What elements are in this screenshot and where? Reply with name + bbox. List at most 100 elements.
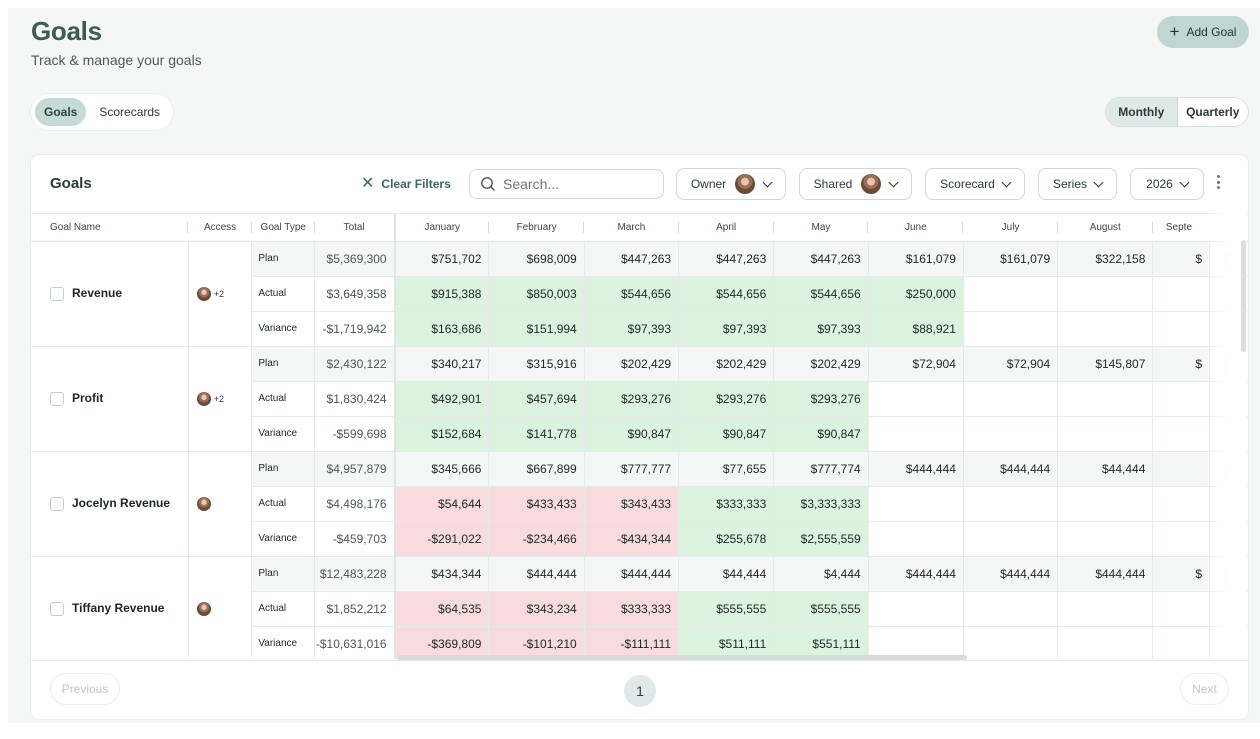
month-value-cell[interactable]: $447,263 [773,241,869,277]
month-value-cell[interactable] [1057,276,1154,312]
month-value-cell[interactable]: $97,393 [678,311,775,347]
month-value-cell[interactable]: $88,921 [868,311,964,347]
month-value-cell[interactable]: $322,158 [1057,241,1154,277]
row-more-icon[interactable] [1225,463,1229,478]
scorecard-filter[interactable]: Scorecard [925,168,1025,200]
month-value-cell[interactable]: $ [1152,346,1211,382]
month-value-cell[interactable] [1057,626,1154,659]
month-value-cell[interactable]: $44,444 [1057,451,1154,487]
month-value-cell[interactable]: $97,393 [773,311,869,347]
month-value-cell[interactable]: $255,678 [678,521,775,557]
month-value-cell[interactable]: $667,899 [488,451,585,487]
tab-scorecards[interactable]: Scorecards [99,105,161,119]
row-checkbox[interactable] [50,391,64,406]
month-value-cell[interactable]: $152,684 [394,416,490,452]
month-value-cell[interactable]: $161,079 [963,241,1059,277]
tab-goals[interactable]: Goals [35,98,87,126]
month-value-cell[interactable]: $544,656 [678,276,775,312]
month-value-cell[interactable]: -$234,466 [488,521,585,557]
month-value-cell[interactable]: $777,774 [773,451,869,487]
month-value-cell[interactable] [1152,311,1211,347]
goal-name[interactable]: Jocelyn Revenue [72,496,171,511]
page-number-button[interactable]: 1 [624,675,656,707]
month-value-cell[interactable]: $333,333 [678,486,775,522]
month-value-cell[interactable]: $72,904 [868,346,964,382]
month-value-cell[interactable]: $44,444 [678,556,775,592]
month-value-cell[interactable] [963,311,1059,347]
month-value-cell[interactable] [963,416,1059,452]
month-value-cell[interactable]: $202,429 [584,346,680,382]
month-value-cell[interactable]: $444,444 [868,451,964,487]
month-value-cell[interactable]: $850,003 [488,276,585,312]
month-value-cell[interactable]: $698,009 [488,241,585,277]
month-value-cell[interactable]: $2,555,559 [773,521,869,557]
col-month[interactable]: April [678,214,774,242]
month-value-cell[interactable] [1057,591,1154,627]
month-value-cell[interactable]: -$369,809 [394,626,490,659]
col-month[interactable]: July [963,214,1058,242]
month-value-cell[interactable]: $447,263 [678,241,775,277]
month-value-cell[interactable]: $293,276 [584,381,680,417]
month-value-cell[interactable]: $555,555 [773,591,869,627]
row-more-icon[interactable] [1225,253,1229,268]
month-value-cell[interactable]: $250,000 [868,276,964,312]
month-value-cell[interactable]: $54,644 [394,486,490,522]
month-value-cell[interactable]: $293,276 [773,381,869,417]
month-value-cell[interactable] [963,626,1059,659]
month-value-cell[interactable] [868,486,964,522]
month-value-cell[interactable] [1152,416,1211,452]
month-value-cell[interactable]: $343,433 [584,486,680,522]
month-value-cell[interactable]: $ [1152,241,1211,277]
month-value-cell[interactable]: $343,234 [488,591,585,627]
month-value-cell[interactable]: $444,444 [584,556,680,592]
month-value-cell[interactable] [1152,521,1211,557]
series-filter[interactable]: Series [1038,168,1117,200]
row-checkbox[interactable] [50,286,64,301]
month-value-cell[interactable]: $77,655 [678,451,775,487]
owner-filter[interactable]: Owner [676,168,786,200]
month-value-cell[interactable]: $345,666 [394,451,490,487]
month-value-cell[interactable] [963,486,1059,522]
col-goal-name[interactable]: Goal Name [31,214,189,242]
month-value-cell[interactable]: -$434,344 [584,521,680,557]
month-value-cell[interactable] [868,416,964,452]
month-value-cell[interactable] [1152,591,1211,627]
col-goal-type[interactable]: Goal Type [251,214,315,242]
month-value-cell[interactable]: $444,444 [868,556,964,592]
month-value-cell[interactable]: $751,702 [394,241,490,277]
month-value-cell[interactable]: $293,276 [678,381,775,417]
month-value-cell[interactable]: $447,263 [584,241,680,277]
period-monthly[interactable]: Monthly [1106,98,1178,126]
horizontal-scrollbar[interactable] [397,655,967,660]
col-month[interactable]: June [868,214,964,242]
month-value-cell[interactable] [868,381,964,417]
more-options-icon[interactable] [1217,175,1220,189]
month-value-cell[interactable]: $3,333,333 [773,486,869,522]
month-value-cell[interactable] [1152,626,1211,659]
col-month[interactable]: Septe [1152,214,1210,242]
search-input[interactable] [503,176,643,192]
month-value-cell[interactable]: -$111,111 [584,626,680,659]
month-value-cell[interactable]: $97,393 [584,311,680,347]
month-value-cell[interactable] [1152,486,1211,522]
col-month[interactable]: March [584,214,679,242]
goal-name[interactable]: Profit [72,391,104,406]
month-value-cell[interactable]: $444,444 [963,451,1059,487]
month-value-cell[interactable]: $444,444 [1057,556,1154,592]
month-value-cell[interactable]: $444,444 [488,556,585,592]
month-value-cell[interactable]: $434,344 [394,556,490,592]
row-checkbox[interactable] [50,601,64,616]
previous-button[interactable]: Previous [50,673,120,705]
col-total[interactable]: Total [314,214,396,242]
month-value-cell[interactable] [1152,276,1211,312]
month-value-cell[interactable]: $551,111 [773,626,869,659]
period-quarterly[interactable]: Quarterly [1186,105,1240,119]
month-value-cell[interactable]: $90,847 [773,416,869,452]
month-value-cell[interactable] [868,591,964,627]
month-value-cell[interactable]: $333,333 [584,591,680,627]
month-value-cell[interactable] [963,276,1059,312]
shared-filter[interactable]: Shared [799,168,912,200]
month-value-cell[interactable] [1057,416,1154,452]
col-month[interactable]: January [394,214,489,242]
clear-filters-button[interactable]: ✕ Clear Filters [361,176,451,192]
